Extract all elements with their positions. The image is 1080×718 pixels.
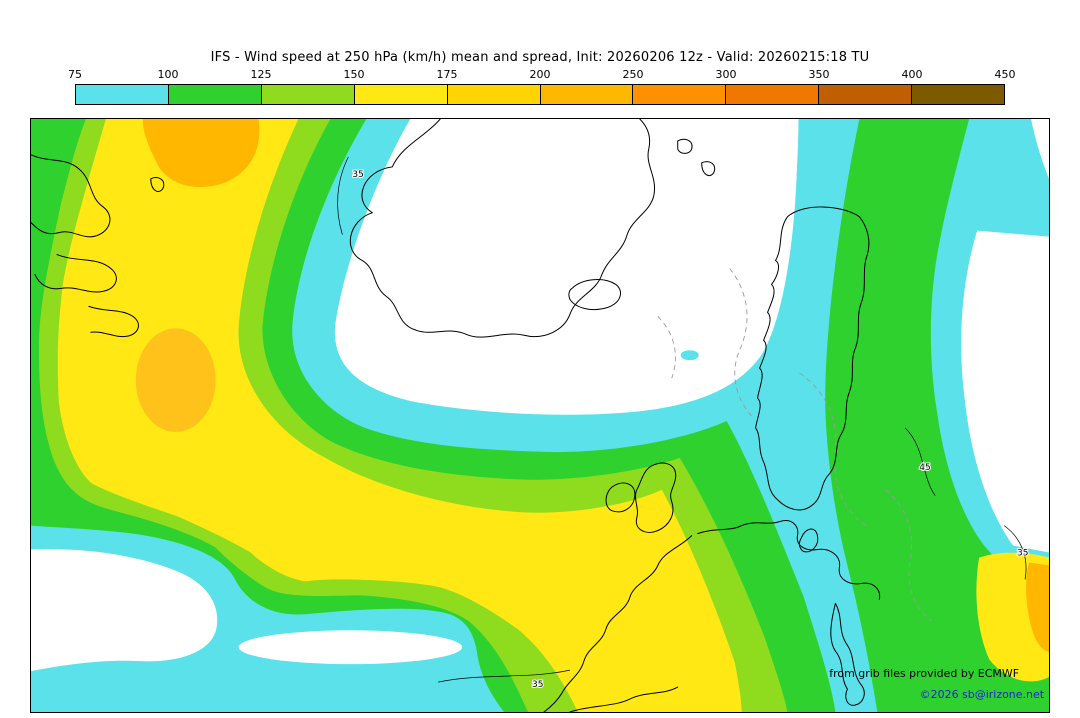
colorbar-cell: [447, 85, 541, 104]
colorbar-tick-label: 150: [343, 68, 365, 81]
colorbar-tick-label: 75: [68, 68, 82, 81]
contour-labels: 35 35 45 35: [351, 169, 1029, 691]
wind-150-175-region: [57, 119, 742, 712]
calm-white-regions: [31, 119, 1049, 672]
colorbar-tick-label: 250: [622, 68, 644, 81]
mean-contours: [337, 156, 1027, 683]
colorbar-tick-label: 200: [529, 68, 551, 81]
wind-150-250-right-region: [976, 552, 1049, 682]
colorbar-cell: [726, 85, 820, 104]
colorbar: 75 100 125 150 175 200 250 300 350 400 450: [68, 68, 1016, 106]
spread-contours: [657, 268, 932, 621]
attribution-ecmwf: from grib files provided by ECMWF: [829, 667, 1019, 680]
colorbar-cell: [76, 85, 169, 104]
chart-title: IFS - Wind speed at 250 hPa (km/h) mean …: [210, 50, 870, 65]
colorbar-tick-label: 450: [994, 68, 1016, 81]
map-area: 35 35 45 35 from grib files provided by …: [30, 118, 1050, 713]
colorbar-cell: [912, 85, 1005, 104]
wind-200-250-region: [135, 119, 260, 432]
colorbar-tick-label: 100: [157, 68, 179, 81]
colorbar-tick-label: 350: [808, 68, 830, 81]
colorbar-cell: [354, 85, 448, 104]
colorbar-cell: [168, 85, 262, 104]
weather-map-svg: 35 35 45 35 from grib files provided by …: [31, 119, 1049, 712]
colorbar-tick-label: 125: [250, 68, 272, 81]
colorbar-tick-label: 300: [715, 68, 737, 81]
contour-label: 45: [919, 463, 930, 473]
cyan-spot: [680, 350, 699, 361]
contour-label: 35: [532, 680, 543, 690]
colorbar-scale: [75, 84, 1005, 105]
contour-label: 35: [352, 170, 363, 180]
colorbar-tick-label: 175: [436, 68, 458, 81]
contour-label: 35: [1017, 549, 1028, 559]
colorbar-cell: [819, 85, 913, 104]
colorbar-tick-labels: 75 100 125 150 175 200 250 300 350 400 450: [68, 68, 1016, 82]
colorbar-cell: [540, 85, 634, 104]
colorbar-cell: [261, 85, 355, 104]
colorbar-tick-label: 400: [901, 68, 923, 81]
colorbar-cell: [633, 85, 727, 104]
attribution-copyright: ©2026 sb@irizone.net: [920, 688, 1045, 701]
coastlines: [31, 119, 881, 712]
